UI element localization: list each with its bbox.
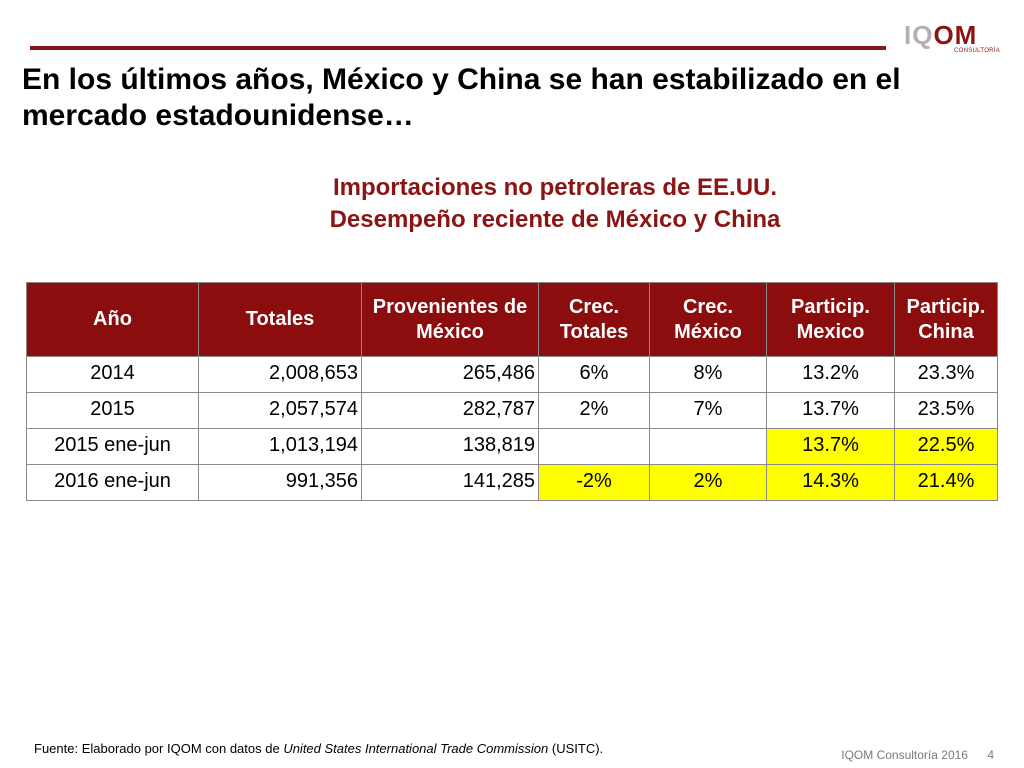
cell-particip-china: 23.3% xyxy=(894,356,998,393)
cell-mexico: 282,787 xyxy=(361,392,539,429)
slide-footer-info: IQOM Consultoría 2016 4 xyxy=(841,748,994,762)
source-footnote: Fuente: Elaborado por IQOM con datos de … xyxy=(34,741,604,756)
table-row: 2014 2,008,653 265,486 6% 8% 13.2% 23.3% xyxy=(26,356,998,393)
logo-wordmark: IQOM xyxy=(904,20,978,50)
iqom-logo: IQOM CONSULTORÍA xyxy=(904,20,1000,54)
cell-crec-mexico: 7% xyxy=(649,392,767,429)
cell-year: 2015 ene-jun xyxy=(26,428,199,465)
header-totales: Totales xyxy=(198,282,362,357)
table-row: 2016 ene-jun 991,356 141,285 -2% 2% 14.3… xyxy=(26,464,998,501)
cell-crec-totales xyxy=(538,428,650,465)
table-title-line2: Desempeño reciente de México y China xyxy=(329,206,781,233)
cell-totales: 2,008,653 xyxy=(198,356,362,393)
cell-particip-mexico: 13.2% xyxy=(766,356,895,393)
cell-mexico: 141,285 xyxy=(361,464,539,501)
slide-title: En los últimos años, México y China se h… xyxy=(22,63,901,132)
table-row: 2015 ene-jun 1,013,194 138,819 13.7% 22.… xyxy=(26,428,998,465)
cell-particip-mexico: 13.7% xyxy=(766,392,895,429)
table-row: 2015 2,057,574 282,787 2% 7% 13.7% 23.5% xyxy=(26,392,998,429)
cell-year: 2016 ene-jun xyxy=(26,464,199,501)
cell-year: 2014 xyxy=(26,356,199,393)
cell-crec-mexico xyxy=(649,428,767,465)
cell-year: 2015 xyxy=(26,392,199,429)
header-provenientes-mexico: Provenientes de México xyxy=(361,282,539,357)
cell-mexico: 138,819 xyxy=(361,428,539,465)
cell-particip-china: 22.5% xyxy=(894,428,998,465)
cell-crec-totales: -2% xyxy=(538,464,650,501)
header-particip-mexico: Particip. Mexico xyxy=(766,282,895,357)
cell-totales: 1,013,194 xyxy=(198,428,362,465)
cell-totales: 2,057,574 xyxy=(198,392,362,429)
imports-table: Año Totales Provenientes de México Crec.… xyxy=(26,282,998,501)
cell-particip-china: 23.5% xyxy=(894,392,998,429)
header-particip-china: Particip. China xyxy=(894,282,998,357)
cell-crec-mexico: 8% xyxy=(649,356,767,393)
header-crec-mexico: Crec. México xyxy=(649,282,767,357)
page-number: 4 xyxy=(987,748,994,762)
header-divider-line xyxy=(30,46,886,50)
cell-particip-mexico: 13.7% xyxy=(766,428,895,465)
cell-crec-mexico: 2% xyxy=(649,464,767,501)
logo-subtext: CONSULTORÍA xyxy=(954,48,1001,54)
header-ano: Año xyxy=(26,282,199,357)
cell-crec-totales: 2% xyxy=(538,392,650,429)
cell-mexico: 265,486 xyxy=(361,356,539,393)
table-title-line1: Importaciones no petroleras de EE.UU. xyxy=(332,174,778,201)
cell-totales: 991,356 xyxy=(198,464,362,501)
table-header-row: Año Totales Provenientes de México Crec.… xyxy=(26,282,998,357)
header-crec-totales: Crec. Totales xyxy=(538,282,650,357)
cell-particip-mexico: 14.3% xyxy=(766,464,895,501)
footer-company: IQOM Consultoría 2016 xyxy=(841,748,968,762)
cell-crec-totales: 6% xyxy=(538,356,650,393)
cell-particip-china: 21.4% xyxy=(894,464,998,501)
